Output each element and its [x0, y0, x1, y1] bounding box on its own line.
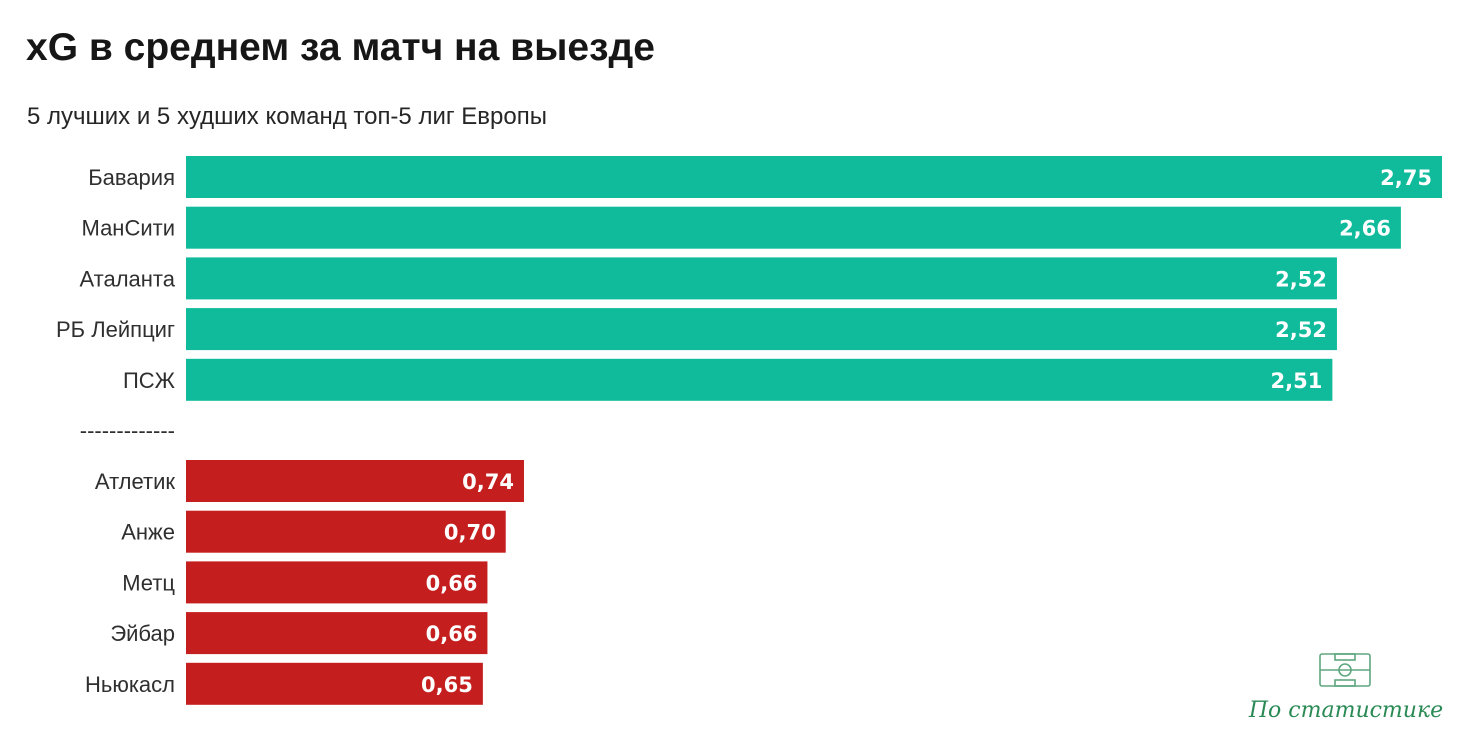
bar [186, 257, 1337, 300]
value-label: 0,66 [426, 571, 478, 595]
separator-label: ------------- [80, 418, 175, 443]
category-label: МанСити [82, 216, 176, 241]
bar [186, 662, 483, 705]
category-label: Эйбар [110, 621, 175, 646]
football-pitch-icon [1319, 653, 1371, 687]
category-label: Анже [121, 520, 175, 545]
value-label: 2,75 [1380, 166, 1432, 190]
category-label: Бавария [88, 165, 175, 190]
category-label: РБ Лейпциг [56, 317, 175, 342]
brand-logo: По статистике [1246, 650, 1446, 740]
bar [186, 510, 506, 553]
value-label: 0,74 [462, 470, 514, 494]
brand-logo-text: По статистике [1248, 698, 1444, 723]
chart-title: xG в среднем за матч на выезде [26, 26, 655, 69]
value-label: 2,52 [1275, 267, 1327, 291]
value-label: 2,66 [1339, 217, 1391, 241]
bar [186, 206, 1401, 249]
category-label: Атлетик [95, 469, 175, 494]
chart-subtitle: 5 лучших и 5 худших команд топ-5 лиг Евр… [27, 103, 547, 130]
value-label: 0,66 [426, 622, 478, 646]
bar [186, 612, 488, 655]
bar [186, 358, 1333, 401]
bar [186, 460, 524, 502]
value-label: 2,51 [1271, 369, 1323, 393]
bar [186, 308, 1337, 351]
bar [186, 156, 1442, 198]
category-label: ПСЖ [123, 368, 176, 393]
bar [186, 561, 488, 604]
value-label: 0,65 [421, 673, 473, 697]
category-label: Метц [122, 570, 175, 595]
category-label: Ньюкасл [85, 672, 175, 697]
value-label: 0,70 [444, 521, 496, 545]
value-label: 2,52 [1275, 318, 1327, 342]
category-label: Аталанта [79, 266, 175, 291]
